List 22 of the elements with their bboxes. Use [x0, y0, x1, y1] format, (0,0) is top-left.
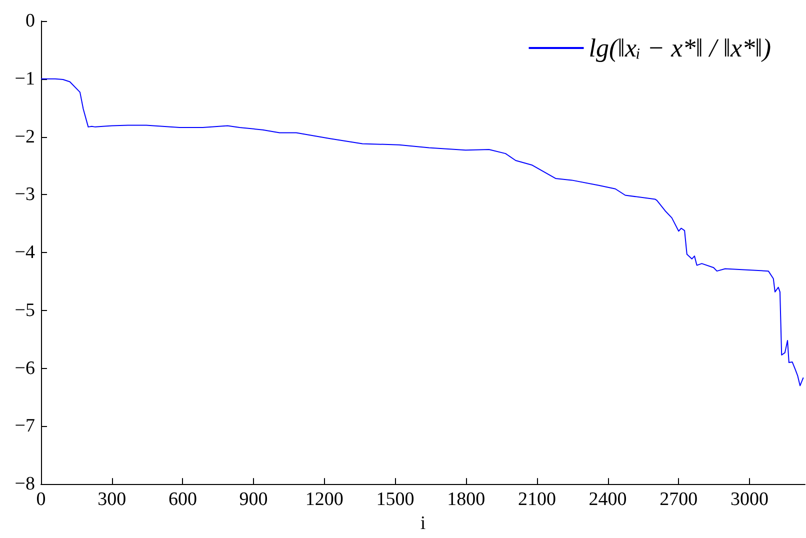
x-tick-label: 900: [239, 489, 268, 510]
x-tick-label: 1200: [305, 489, 344, 510]
legend-label: lg(‖xᵢ − x*‖ / ‖x*‖): [588, 34, 772, 62]
y-tick-label: 0: [26, 10, 35, 32]
x-tick-label: 300: [98, 489, 126, 510]
y-tick-label: −1: [14, 68, 35, 90]
x-tick-label: 2700: [660, 489, 698, 510]
y-tick-label: −2: [14, 126, 35, 148]
x-tick-label: 2100: [518, 489, 556, 510]
y-tick-label: −5: [14, 300, 35, 321]
y-tick-label: −7: [14, 416, 35, 437]
y-tick-label: −6: [14, 358, 35, 379]
y-tick-label: −3: [14, 184, 35, 206]
x-axis-title: i: [420, 513, 426, 534]
x-tick-label: 2400: [588, 489, 627, 510]
y-tick-label: −4: [14, 242, 36, 264]
x-tick-label: 1800: [447, 489, 486, 510]
y-tick-label: −8: [14, 474, 35, 495]
x-tick-label: 600: [168, 489, 197, 510]
line-series: [40, 78, 804, 386]
x-tick-label: 1500: [376, 489, 414, 510]
x-tick-label: 3000: [730, 489, 768, 510]
